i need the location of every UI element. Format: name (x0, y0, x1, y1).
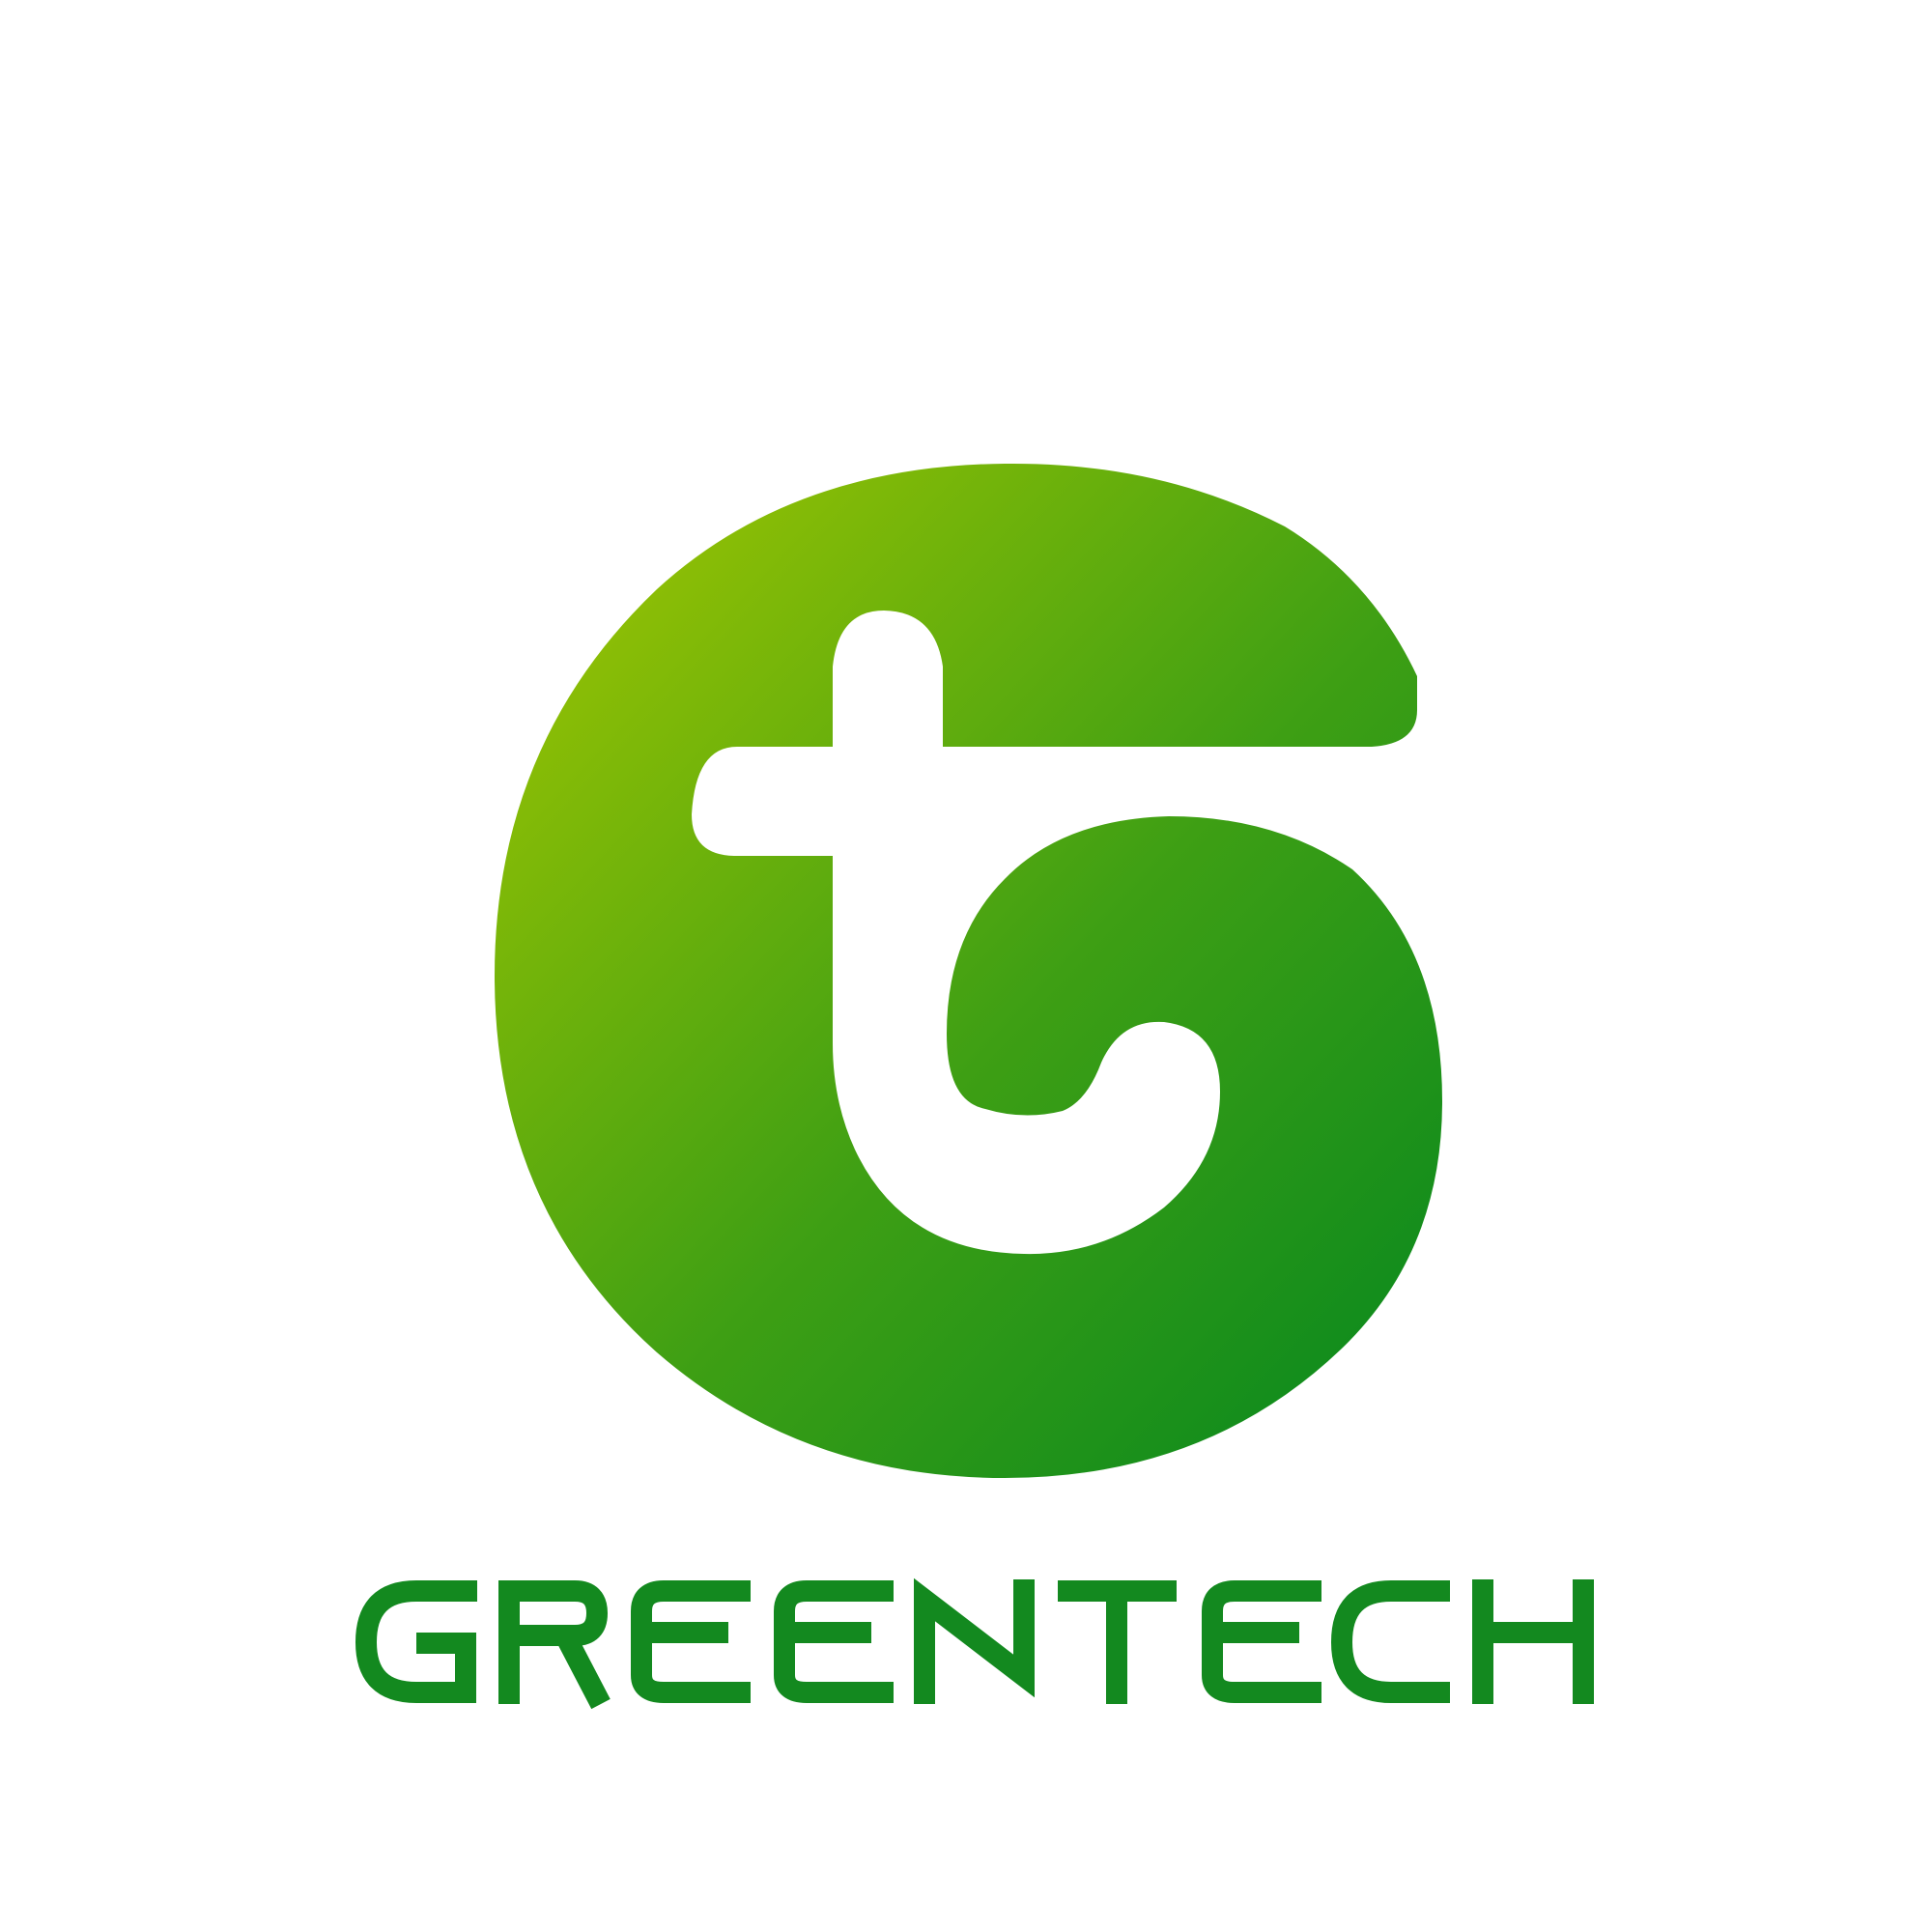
wordmark-letter-c (1342, 1591, 1450, 1692)
wordmark-letter-h (1483, 1579, 1583, 1704)
wordmark-letter-e2 (784, 1591, 894, 1692)
wordmark-letter-e1 (641, 1591, 751, 1692)
wordmark-letter-n (924, 1579, 1024, 1704)
wordmark-letter-e3 (1212, 1591, 1321, 1692)
wordmark-letter-g (366, 1591, 477, 1692)
wordmark-letter-r (509, 1591, 601, 1704)
wordmark-letter-t (1058, 1591, 1177, 1704)
